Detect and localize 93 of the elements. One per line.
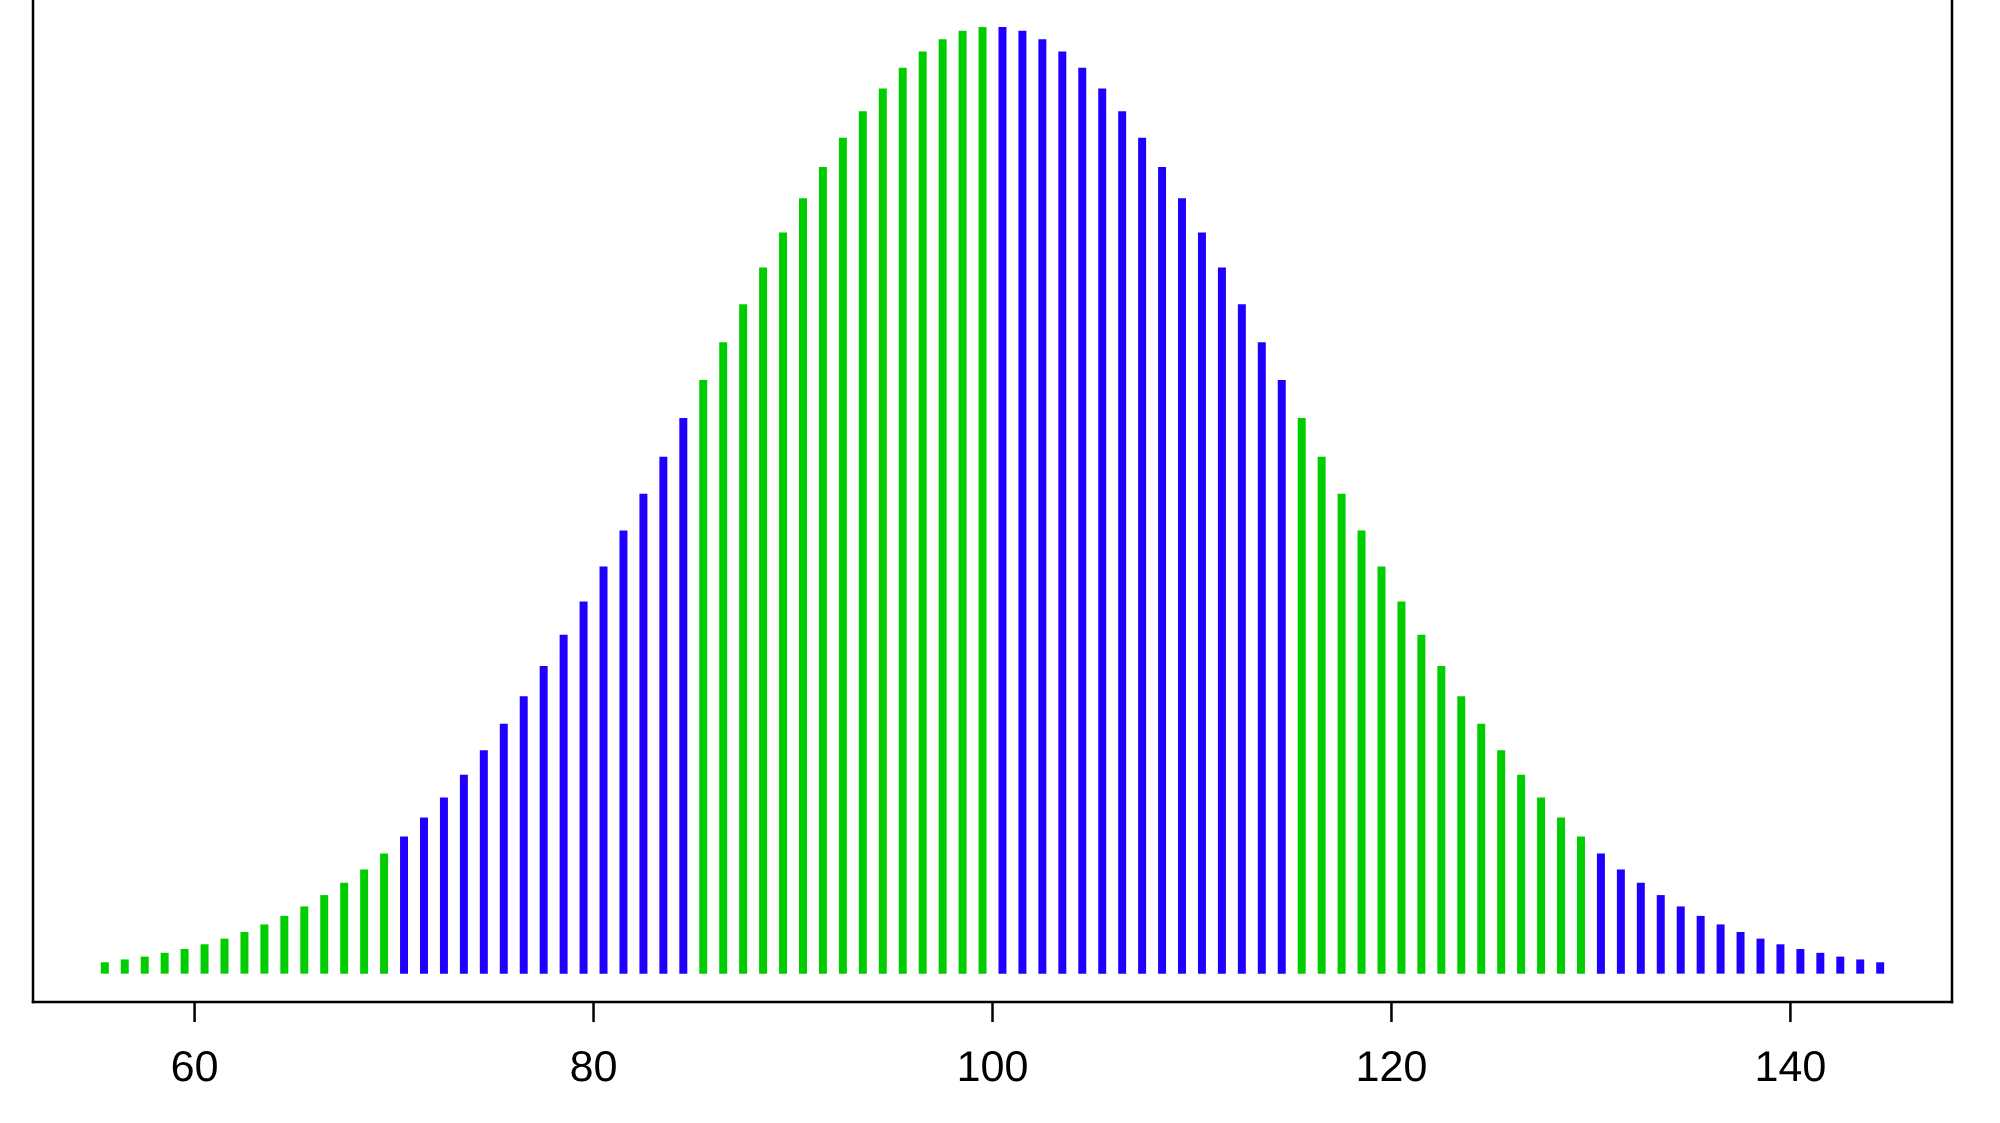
bar: [719, 342, 728, 974]
bar: [499, 723, 508, 974]
bar: [858, 111, 867, 974]
bar: [1158, 167, 1167, 974]
bar: [1736, 932, 1745, 974]
bar: [639, 493, 648, 974]
bar: [419, 817, 428, 974]
bar: [1337, 493, 1346, 974]
bar: [1058, 51, 1067, 974]
bar: [1477, 723, 1486, 974]
bar: [1138, 137, 1147, 974]
bar: [1357, 530, 1366, 974]
x-tick-label: 100: [959, 1050, 1027, 1082]
bar: [1178, 198, 1186, 974]
bar: [519, 696, 528, 974]
bar: [619, 530, 628, 974]
bar: [998, 26, 1007, 974]
bar: [958, 30, 967, 974]
bar: [1676, 906, 1685, 974]
bar: [739, 304, 748, 974]
bar: [180, 949, 189, 974]
bar: [200, 944, 209, 974]
bar: [280, 915, 289, 974]
bar: [579, 601, 588, 974]
bar: [1596, 853, 1605, 974]
bar: [1437, 665, 1446, 974]
bar: [918, 51, 927, 974]
bar: [1257, 342, 1266, 974]
bar: [1277, 380, 1286, 974]
bar: [1098, 88, 1107, 974]
bar: [1796, 949, 1805, 974]
bar: [360, 869, 369, 974]
bar: [838, 137, 847, 974]
bar: [1197, 232, 1206, 974]
bar: [599, 566, 608, 974]
x-tick-label: 80: [571, 1050, 616, 1082]
bar: [1656, 895, 1665, 974]
bar: [1636, 882, 1645, 974]
bar: [799, 198, 807, 974]
bar: [400, 836, 409, 974]
bar: [1497, 750, 1506, 974]
bar: [1696, 915, 1705, 974]
bar: [539, 665, 548, 974]
bar: [320, 895, 329, 974]
bar: [1776, 944, 1785, 974]
bar: [1018, 30, 1027, 974]
bar: [160, 952, 169, 974]
bar: [818, 167, 827, 974]
bar: [439, 797, 448, 974]
bar: [679, 417, 688, 974]
bar: [1217, 267, 1226, 974]
bar: [1856, 959, 1865, 974]
bar: [300, 906, 309, 974]
bar: [779, 232, 788, 974]
bar: [938, 39, 947, 974]
bar: [479, 750, 488, 974]
bar: [1816, 952, 1825, 974]
bar: [240, 932, 249, 974]
bar: [260, 924, 269, 974]
bar: [1716, 924, 1725, 974]
bar: [140, 956, 149, 974]
bar: [978, 26, 987, 974]
bar: [1616, 869, 1625, 974]
x-tick-label: 140: [1757, 1050, 1825, 1082]
bar: [1517, 774, 1526, 974]
bar: [759, 267, 768, 974]
bar: [898, 67, 907, 974]
bar: [120, 959, 129, 974]
bar: [1297, 417, 1306, 974]
bar: [1317, 456, 1326, 974]
bar: [1038, 39, 1047, 974]
x-tick-label: 60: [172, 1050, 217, 1082]
bar: [1237, 304, 1246, 974]
x-tick-label: 120: [1358, 1050, 1426, 1082]
bar: [1576, 836, 1585, 974]
bar: [459, 774, 468, 974]
bar: [878, 88, 887, 974]
bar: [1836, 956, 1845, 974]
bar: [1417, 634, 1426, 974]
bar: [1537, 797, 1546, 974]
bar: [380, 853, 389, 974]
bar: [659, 456, 668, 974]
bar: [1557, 817, 1566, 974]
bar: [1118, 111, 1127, 974]
bar: [699, 380, 708, 974]
bar: [1876, 962, 1885, 974]
bar: [1397, 601, 1406, 974]
bar: [340, 882, 349, 974]
bar: [100, 962, 109, 974]
bar: [1078, 67, 1087, 974]
bar: [1377, 566, 1386, 974]
bar: [1457, 696, 1466, 974]
bar: [559, 634, 568, 974]
